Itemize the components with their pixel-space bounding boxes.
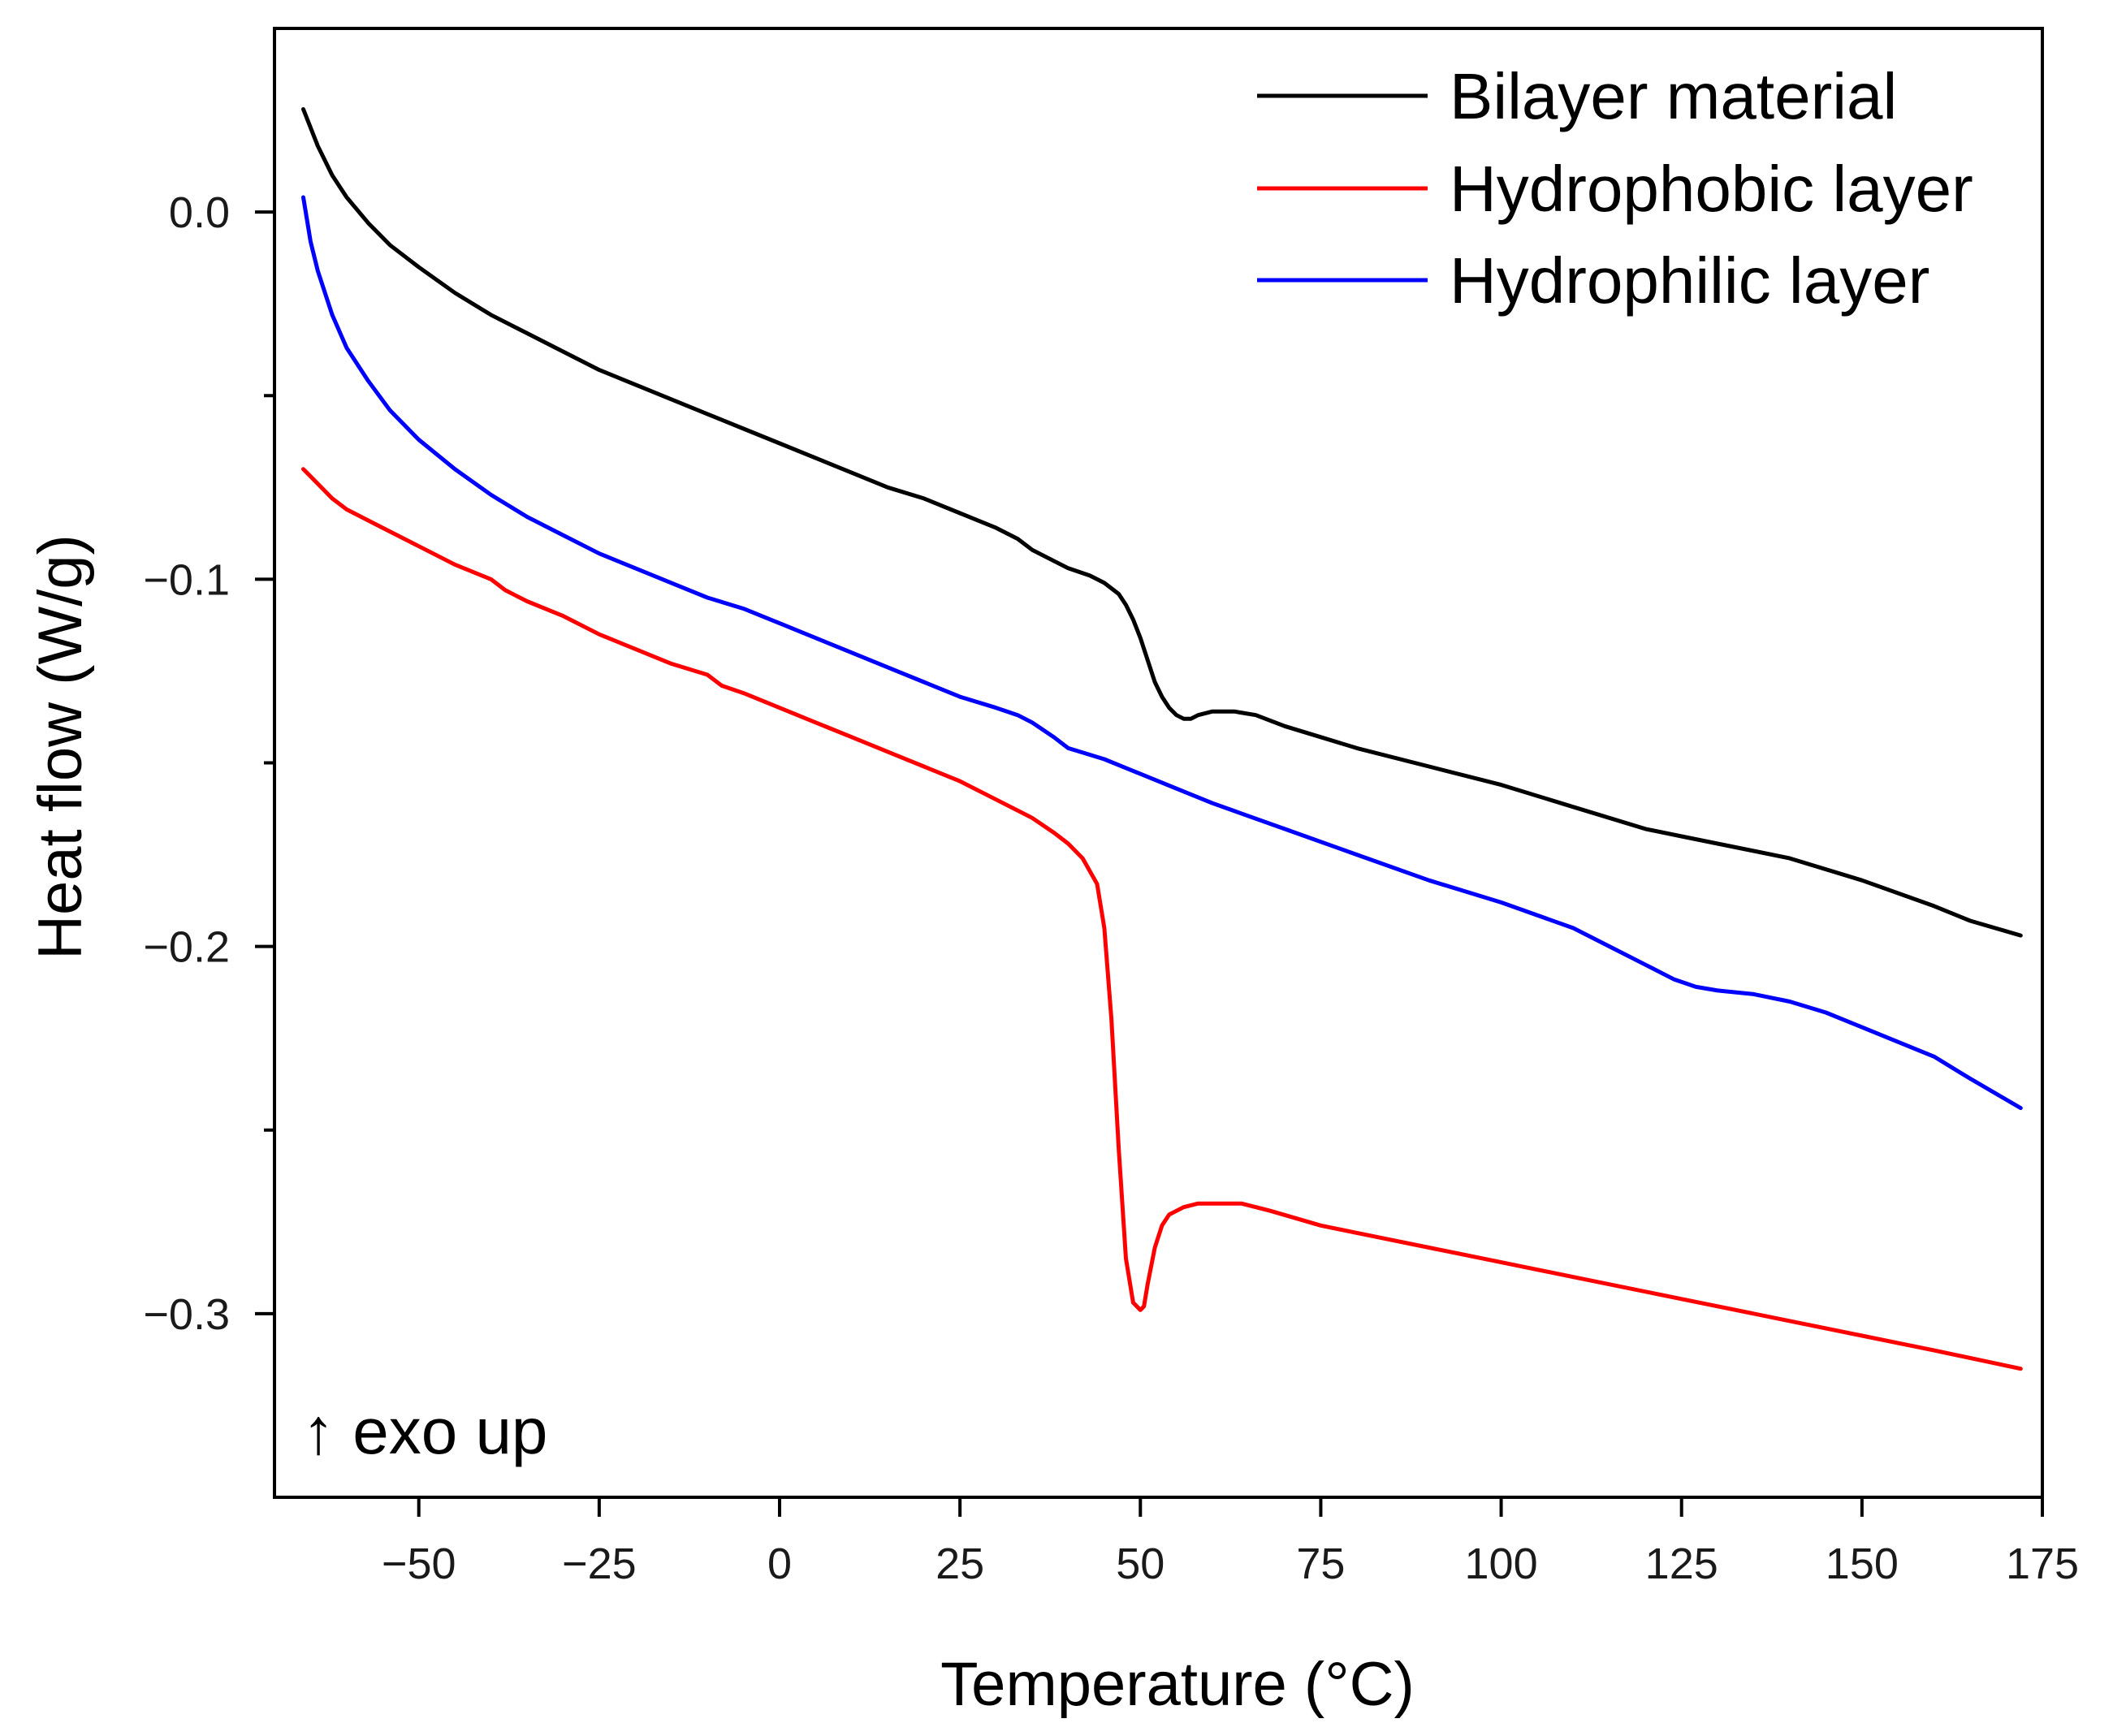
legend-label: Hydrophilic layer <box>1450 244 1929 317</box>
x-tick-label: 100 <box>1465 1540 1538 1588</box>
exo-up-annotation: ↑ exo up <box>302 1395 547 1467</box>
x-axis-title: Temperature (°C) <box>940 1650 1415 1719</box>
y-tick-label: −0.3 <box>143 1290 230 1339</box>
x-tick-label: 150 <box>1826 1540 1899 1588</box>
x-tick-label: −25 <box>562 1540 637 1588</box>
legend-label: Bilayer material <box>1450 60 1897 132</box>
x-tick-label: 50 <box>1116 1540 1165 1588</box>
y-tick-label: −0.1 <box>143 555 230 604</box>
legend-label: Hydrophobic layer <box>1450 153 1973 225</box>
series-line-bilayer-material <box>301 107 2023 938</box>
y-tick-label: −0.2 <box>143 923 230 972</box>
x-tick-label: −50 <box>382 1540 456 1588</box>
y-tick-label: 0.0 <box>169 188 230 237</box>
series-line-hydrophilic-layer <box>301 195 2023 1111</box>
x-tick-label: 25 <box>936 1540 984 1588</box>
x-tick-label: 175 <box>2006 1540 2079 1588</box>
series-line-hydrophobic-layer <box>301 467 2023 1371</box>
x-tick-label: 75 <box>1296 1540 1345 1588</box>
y-axis-title: Heat flow (W/g) <box>26 534 95 960</box>
x-tick-label: 125 <box>1645 1540 1718 1588</box>
x-tick-label: 0 <box>767 1540 792 1588</box>
